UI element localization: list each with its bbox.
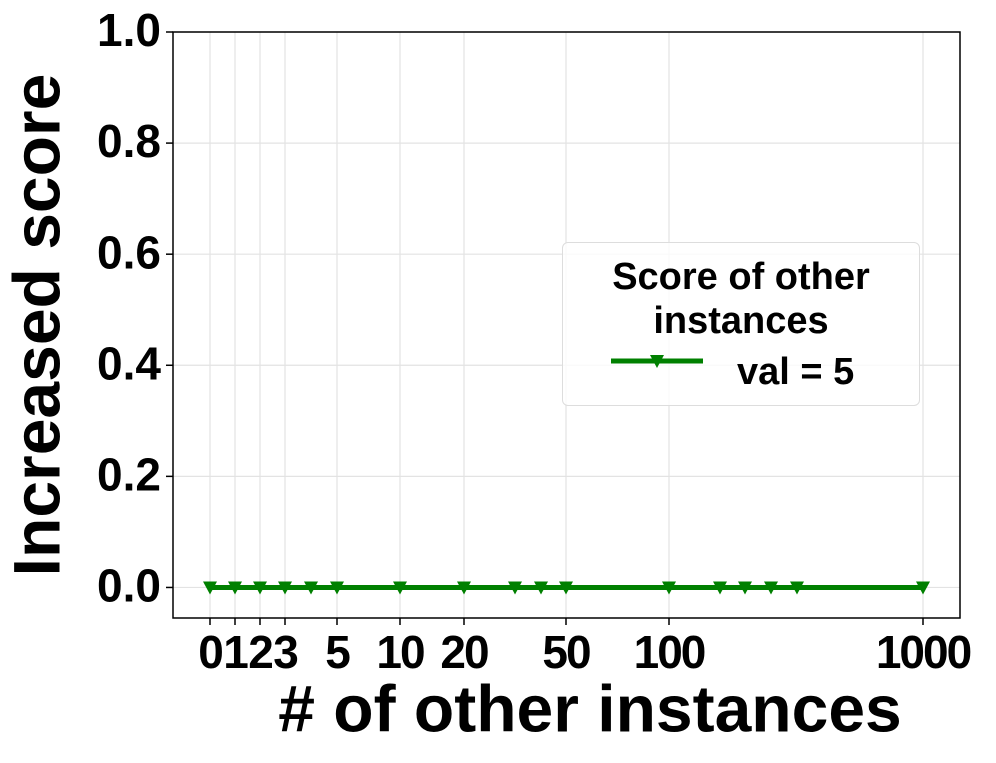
plot-frame <box>172 31 961 619</box>
legend-title: Score of other instances <box>612 256 870 342</box>
marker <box>662 581 676 595</box>
marker <box>790 581 804 595</box>
x-tick-label: 3 <box>273 626 297 678</box>
marker <box>457 581 471 595</box>
marker <box>330 581 344 595</box>
x-tick-label: 100 <box>634 626 705 678</box>
marker <box>764 581 778 595</box>
marker <box>713 581 727 595</box>
x-axis-label: # of other instances <box>278 671 902 745</box>
x-tick-label: 1 <box>223 626 248 678</box>
marker <box>559 581 573 595</box>
y-tick-label: 1.0 <box>97 4 161 56</box>
x-tick-label: 10 <box>376 626 424 678</box>
x-tick-label: 5 <box>325 626 350 678</box>
x-tick-label: 20 <box>440 626 488 678</box>
marker <box>916 581 930 595</box>
legend: Score of other instances val = 5 <box>562 242 920 406</box>
legend-label: val = 5 <box>737 351 855 393</box>
marker <box>304 581 318 595</box>
marker <box>228 581 242 595</box>
y-tick-label: 0.8 <box>97 115 161 167</box>
legend-swatch <box>611 355 703 368</box>
marker <box>203 581 217 595</box>
marker <box>738 581 752 595</box>
marker <box>534 581 548 595</box>
x-tick-label: 0 <box>198 626 222 678</box>
y-axis-label: Increased score <box>0 74 73 577</box>
y-tick-label: 0.2 <box>97 449 161 501</box>
y-tick-label: 0.0 <box>97 560 161 612</box>
y-tick-label: 0.4 <box>97 337 161 389</box>
marker <box>278 581 292 595</box>
x-tick-label: 1000 <box>876 626 971 678</box>
x-tick-label: 2 <box>248 626 272 678</box>
marker <box>508 581 522 595</box>
y-tick-label: 0.6 <box>97 226 161 278</box>
x-tick-label: 50 <box>542 626 590 678</box>
legend-marker <box>650 355 664 368</box>
marker <box>253 581 267 595</box>
marker <box>393 581 407 595</box>
